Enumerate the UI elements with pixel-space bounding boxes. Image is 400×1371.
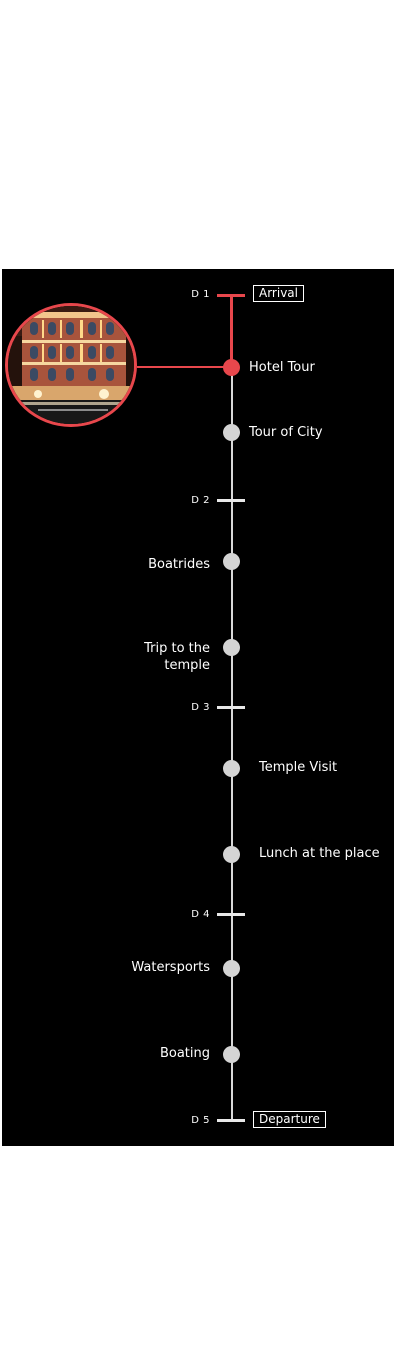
day-3-label: D 3 bbox=[191, 702, 210, 713]
day-5-label: D 5 bbox=[191, 1115, 210, 1126]
day-5-tick bbox=[217, 1119, 245, 1122]
day-4-tick bbox=[217, 913, 245, 916]
event-lunch-at-the-place[interactable]: Lunch at the place bbox=[259, 846, 380, 861]
day-1-label: D 1 bbox=[191, 289, 210, 300]
event-watersports[interactable]: Watersports bbox=[131, 960, 210, 975]
event-dot-boating[interactable] bbox=[223, 1046, 240, 1063]
event-dot-boatrides[interactable] bbox=[223, 553, 240, 570]
event-hotel-tour[interactable]: Hotel Tour bbox=[249, 360, 315, 375]
event-dot-tour-of-city[interactable] bbox=[223, 424, 240, 441]
timeline-spine-highlight bbox=[230, 295, 233, 367]
event-boatrides[interactable]: Boatrides bbox=[148, 557, 210, 572]
photo-connector-line bbox=[137, 366, 229, 368]
event-temple-visit[interactable]: Temple Visit bbox=[259, 760, 338, 775]
day-2-tick bbox=[217, 499, 245, 502]
event-tour-of-city[interactable]: Tour of City bbox=[249, 425, 323, 440]
event-dot-lunch[interactable] bbox=[223, 846, 240, 863]
day-4-label: D 4 bbox=[191, 909, 210, 920]
event-dot-trip-to-temple[interactable] bbox=[223, 639, 240, 656]
day-2-label: D 2 bbox=[191, 495, 210, 506]
event-dot-temple-visit[interactable] bbox=[223, 760, 240, 777]
day-3-tick bbox=[217, 706, 245, 709]
day-1-tick bbox=[217, 294, 245, 297]
event-dot-watersports[interactable] bbox=[223, 960, 240, 977]
event-dot-hotel-tour[interactable] bbox=[223, 359, 240, 376]
itinerary-timeline: D 1 Arrival D 2 D 3 D 4 D 5 Departure Ho… bbox=[2, 269, 394, 1146]
arrival-badge: Arrival bbox=[253, 285, 304, 302]
hotel-photo-icon bbox=[8, 306, 134, 424]
event-trip-to-temple[interactable]: Trip to the temple bbox=[144, 641, 210, 673]
event-boating[interactable]: Boating bbox=[159, 1046, 210, 1061]
hotel-photo[interactable] bbox=[5, 303, 137, 427]
departure-badge: Departure bbox=[253, 1111, 326, 1128]
